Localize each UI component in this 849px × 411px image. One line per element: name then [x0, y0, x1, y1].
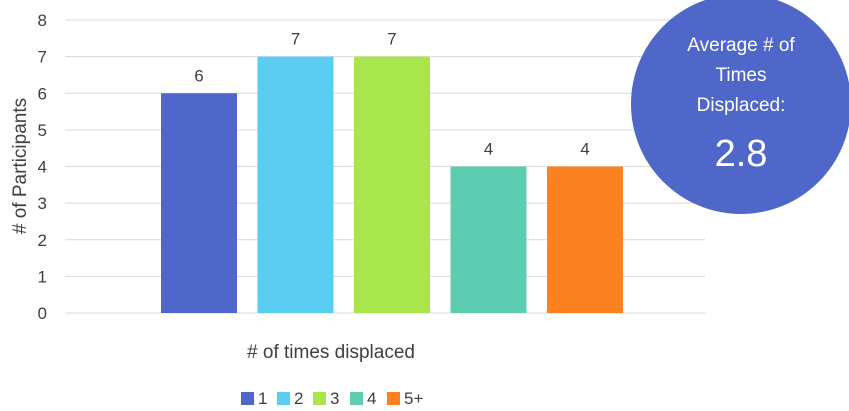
legend-swatch — [241, 392, 254, 405]
data-label: 4 — [580, 140, 589, 159]
callout-circle — [631, 0, 849, 214]
legend-swatch — [350, 392, 363, 405]
legend-label: 3 — [330, 389, 339, 408]
y-tick-label: 2 — [38, 231, 47, 250]
y-tick-label: 4 — [38, 158, 47, 177]
y-tick-label: 7 — [38, 48, 47, 67]
bars — [161, 56, 623, 313]
bar — [257, 56, 334, 313]
bar — [547, 166, 623, 313]
y-axis-title: # of Participants — [10, 98, 31, 234]
callout-line-1: Average # of — [687, 35, 795, 56]
y-tick-label: 8 — [38, 11, 47, 30]
average-callout: Average # of Times Displaced: 2.8 — [631, 0, 849, 214]
y-tick-label: 3 — [38, 194, 47, 213]
callout-line-2: Times — [715, 65, 766, 86]
legend-swatch — [387, 392, 400, 405]
legend-label: 5+ — [404, 389, 423, 408]
data-label: 6 — [194, 66, 203, 85]
bar — [354, 56, 430, 313]
legend-label: 1 — [258, 389, 267, 408]
y-tick-label: 6 — [38, 84, 47, 103]
data-label: 7 — [291, 30, 300, 49]
legend-swatch — [277, 392, 290, 405]
data-labels: 6 7 7 4 4 — [194, 30, 589, 159]
y-tick-label: 0 — [38, 304, 47, 323]
y-axis-ticks: 0 1 2 3 4 5 6 7 8 — [38, 11, 47, 323]
x-axis-title: # of times displaced — [247, 342, 415, 363]
legend-label: 4 — [367, 389, 376, 408]
callout-value: 2.8 — [715, 133, 768, 175]
legend-label: 2 — [294, 389, 303, 408]
legend-swatch — [313, 392, 326, 405]
data-label: 7 — [387, 30, 396, 49]
legend: 1 2 3 4 5+ — [241, 389, 423, 408]
y-tick-label: 5 — [38, 121, 47, 140]
data-label: 4 — [484, 140, 493, 159]
y-tick-label: 1 — [38, 267, 47, 286]
bar — [161, 93, 237, 313]
bar — [450, 166, 527, 313]
callout-line-3: Displaced: — [697, 95, 786, 116]
